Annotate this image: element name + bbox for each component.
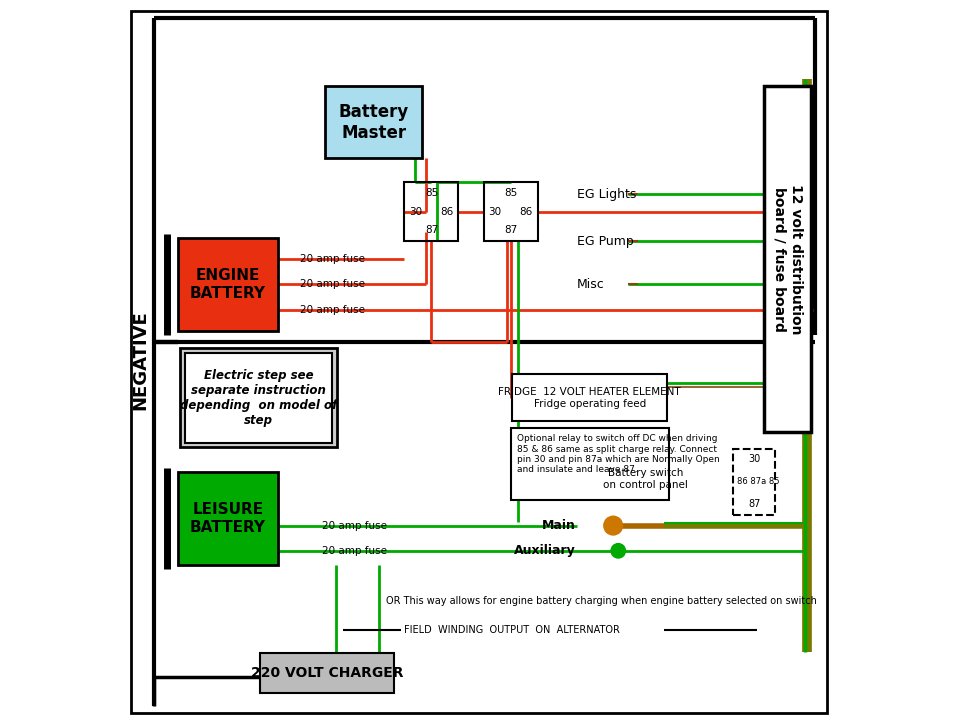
Text: 87: 87 [424,225,438,235]
Text: NEGATIVE: NEGATIVE [132,310,149,410]
Text: 20 amp fuse: 20 amp fuse [300,254,365,264]
Text: Electric step see
separate instruction
depending  on model of
step: Electric step see separate instruction d… [180,369,337,427]
Text: 30: 30 [410,207,422,217]
Text: FRIDGE  12 VOLT HEATER ELEMENT
Fridge operating feed: FRIDGE 12 VOLT HEATER ELEMENT Fridge ope… [498,387,681,409]
Text: 20 amp fuse: 20 amp fuse [322,521,387,531]
Bar [764,86,811,432]
Text: 87: 87 [504,225,517,235]
Bar [733,449,775,515]
Text: 86: 86 [440,207,453,217]
Text: Misc: Misc [577,278,605,291]
Text: 20 amp fuse: 20 amp fuse [300,279,365,289]
Text: FIELD  WINDING  OUTPUT  ON  ALTERNATOR: FIELD WINDING OUTPUT ON ALTERNATOR [404,625,620,635]
Bar [511,428,669,500]
Bar [178,238,278,331]
Text: 12 volt distribution
board / fuse board: 12 volt distribution board / fuse board [773,184,803,335]
Text: 20 amp fuse: 20 amp fuse [300,305,365,315]
Bar [513,374,667,421]
Bar [484,182,538,241]
Bar [260,653,394,693]
Text: 86 87a 85: 86 87a 85 [737,477,780,486]
Text: OR This way allows for engine battery charging when engine battery selected on s: OR This way allows for engine battery ch… [386,596,817,606]
Text: LEISURE
BATTERY: LEISURE BATTERY [190,503,266,534]
Bar [180,348,337,447]
Text: ENGINE
BATTERY: ENGINE BATTERY [190,269,266,301]
Text: 85: 85 [424,188,438,198]
Text: Battery switch
on control panel: Battery switch on control panel [603,468,688,490]
Text: Optional relay to switch off DC when driving
85 & 86 same as split charge relay.: Optional relay to switch off DC when dri… [516,434,719,474]
Text: 30: 30 [748,454,760,464]
Text: 86: 86 [519,207,533,217]
Text: EG Lights: EG Lights [577,188,636,201]
Circle shape [611,544,626,558]
Text: 220 VOLT CHARGER: 220 VOLT CHARGER [251,666,403,680]
Bar [178,472,278,565]
Bar [325,86,422,158]
Text: 30: 30 [489,207,502,217]
Text: Auxiliary: Auxiliary [514,544,576,557]
Text: Battery
Master: Battery Master [339,103,409,142]
Circle shape [604,516,623,535]
Text: 87: 87 [748,499,760,509]
Text: 85: 85 [504,188,517,198]
Bar [185,353,332,443]
Text: 20 amp fuse: 20 amp fuse [322,546,387,556]
Text: EG Pump: EG Pump [577,235,634,248]
Bar [404,182,459,241]
Text: Main: Main [541,519,576,532]
